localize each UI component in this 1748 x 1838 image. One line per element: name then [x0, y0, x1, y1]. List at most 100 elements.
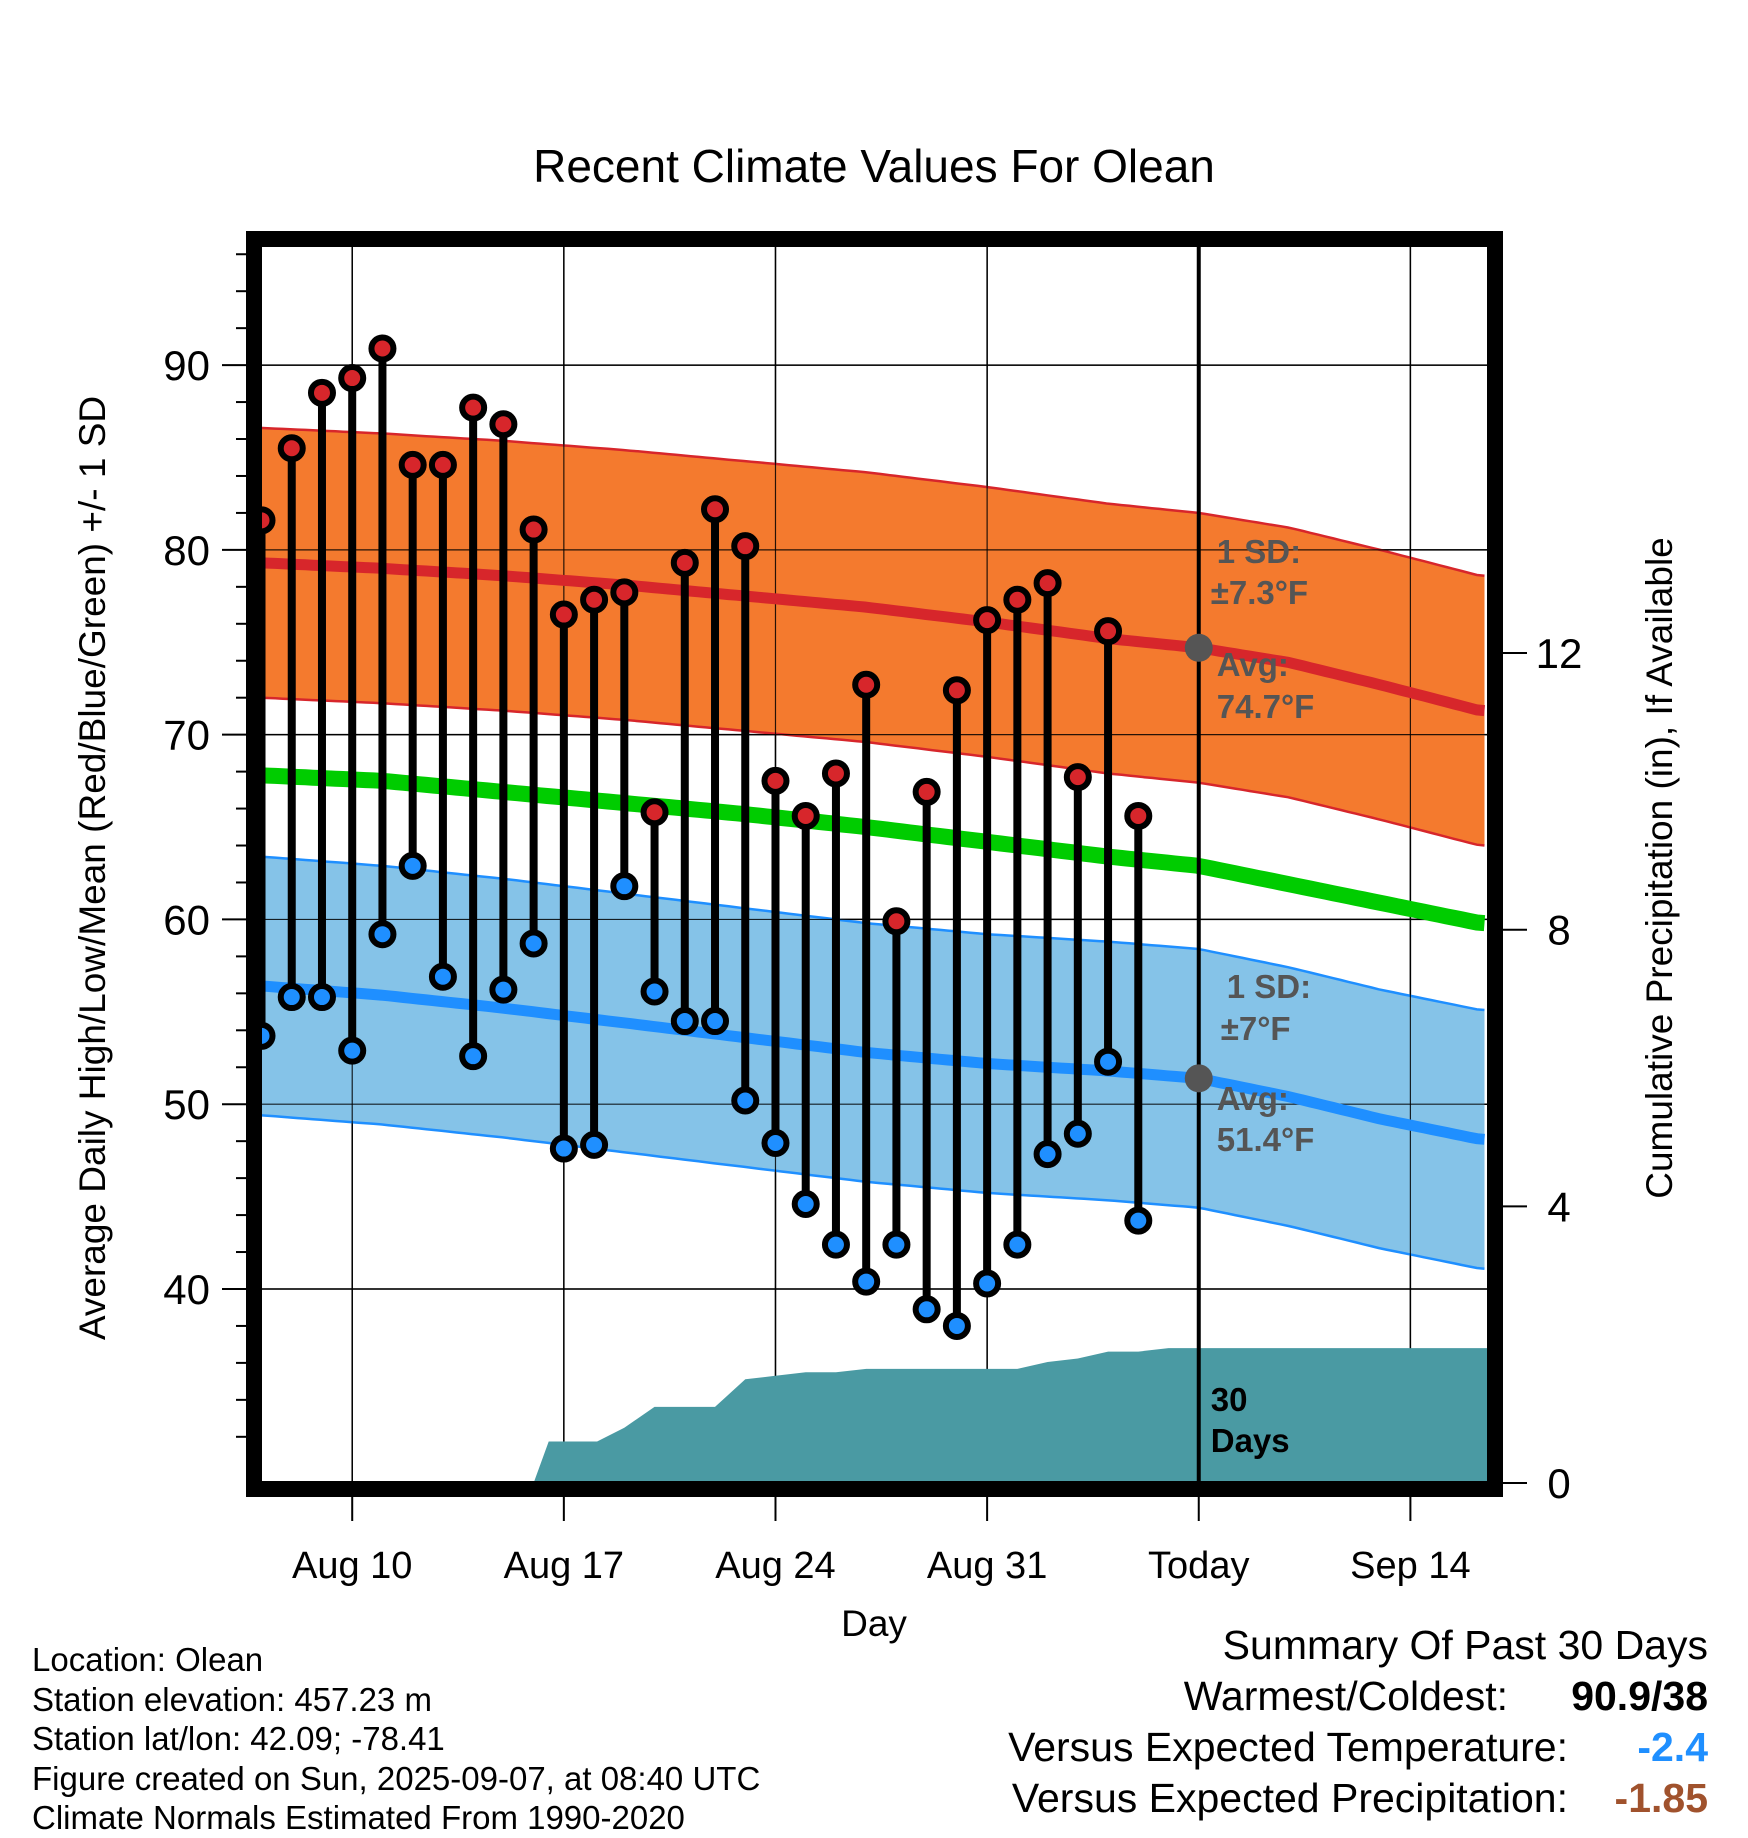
high-temp-point: [670, 548, 699, 577]
high-temp-point: [1094, 617, 1123, 646]
chart-title: Recent Climate Values For Olean: [533, 140, 1215, 192]
y-tick-label-3: 70: [163, 712, 210, 759]
y2-tick-label-0: 0: [1547, 1460, 1570, 1507]
high-avg-label: Avg:: [1217, 646, 1289, 683]
high-temp-point: [973, 606, 1002, 635]
y-tick-label-5: 90: [163, 342, 210, 389]
low-temp-point: [307, 983, 336, 1012]
y2-tick-label-2: 8: [1547, 907, 1570, 954]
created-text: Figure created on Sun, 2025-09-07, at 08…: [32, 1759, 761, 1797]
y-tick-label-4: 80: [163, 527, 210, 574]
low-temp-point: [1124, 1206, 1153, 1235]
low-temp-point: [912, 1295, 941, 1324]
high-temp-point: [580, 585, 609, 614]
y-axis-label: Average Daily High/Low/Mean (Red/Blue/Gr…: [72, 396, 113, 1340]
y2-axis-label: Cumulative Precipitation (in), If Availa…: [1639, 537, 1680, 1199]
low-temp-point: [277, 983, 306, 1012]
x-tick-label-3: Aug 31: [927, 1545, 1047, 1587]
low-temp-point: [1003, 1230, 1032, 1259]
high-temp-point: [1003, 585, 1032, 614]
x-tick-label-2: Aug 24: [715, 1545, 835, 1587]
low-temp-point: [821, 1230, 850, 1259]
low-temp-point: [1094, 1047, 1123, 1076]
high-temp-point: [277, 434, 306, 463]
low-avg-label: Avg:: [1217, 1080, 1289, 1117]
high-temp-point: [398, 450, 427, 479]
low-temp-point: [459, 1042, 488, 1071]
high-temp-point: [882, 907, 911, 936]
high-temp-point: [1124, 801, 1153, 830]
high-temp-point: [519, 515, 548, 544]
low-temp-point: [610, 872, 639, 901]
low-sd-value: ±7°F: [1221, 1010, 1291, 1047]
y2-tick-label-1: 4: [1547, 1183, 1570, 1230]
low-avg-value: 51.4°F: [1217, 1121, 1315, 1158]
high-normal-line: [260, 557, 1486, 717]
x-axis-label: Day: [841, 1603, 907, 1644]
high-temp-point: [791, 801, 820, 830]
high-sd-value: ±7.3°F: [1211, 574, 1308, 611]
cumulative-precip-area: [261, 1348, 1489, 1483]
low-temp-point: [640, 977, 669, 1006]
high-sd-band: [260, 427, 1485, 846]
high-temp-point: [307, 378, 336, 407]
y-tick-label-2: 60: [163, 896, 210, 943]
high-temp-point: [701, 495, 730, 524]
x-tick-label-0: Aug 10: [292, 1545, 412, 1587]
low-temp-point: [942, 1311, 971, 1340]
low-temp-point: [882, 1230, 911, 1259]
low-sd-lower-edge: [260, 1114, 1485, 1270]
low-temp-point: [398, 851, 427, 880]
high-sd-label: 1 SD:: [1217, 533, 1301, 570]
low-temp-point: [852, 1267, 881, 1296]
low-temp-point: [368, 920, 397, 949]
low-sd-upper-edge: [260, 855, 1485, 1012]
high-temp-point: [761, 766, 790, 795]
high-sd-lower-edge: [260, 696, 1485, 847]
today-high-avg-point: [1184, 633, 1213, 662]
summary-panel: Summary Of Past 30 Days Warmest/Coldest:…: [708, 1622, 1708, 1826]
plot-frame: [246, 231, 1503, 1497]
low-temp-point: [580, 1130, 609, 1159]
high-temp-point: [428, 450, 457, 479]
days-word-label: Days: [1211, 1422, 1290, 1459]
low-temp-point: [519, 929, 548, 958]
summary-title: Summary Of Past 30 Days: [1222, 1622, 1708, 1668]
y2-tick-label-3: 12: [1536, 630, 1583, 677]
warmest-value: 90.9/38: [1571, 1673, 1708, 1719]
high-temp-point: [942, 676, 971, 705]
high-temp-point: [821, 759, 850, 788]
high-temp-point: [610, 578, 639, 607]
low-temp-point: [428, 962, 457, 991]
high-temp-point: [549, 600, 578, 629]
high-temp-point: [640, 798, 669, 827]
high-temp-point: [338, 364, 367, 393]
low-sd-label: 1 SD:: [1227, 968, 1311, 1005]
high-sd-upper-edge: [260, 426, 1485, 577]
days-count-label: 30: [1211, 1381, 1248, 1418]
y-tick-label-0: 40: [163, 1266, 210, 1313]
low-temp-point: [791, 1189, 820, 1218]
normals-text: Climate Normals Estimated From 1990-2020: [32, 1799, 685, 1836]
low-temp-point: [973, 1269, 1002, 1298]
y-tick-label-1: 50: [163, 1081, 210, 1128]
temp-departure-value: -2.4: [1637, 1724, 1708, 1770]
low-temp-point: [670, 1007, 699, 1036]
low-temp-point: [549, 1134, 578, 1163]
low-temp-point: [1033, 1140, 1062, 1169]
low-temp-point: [489, 975, 518, 1004]
low-temp-point: [701, 1007, 730, 1036]
elevation-text: Station elevation: 457.23 m: [32, 1680, 432, 1718]
high-temp-point: [1063, 763, 1092, 792]
mean-normal-line: [260, 767, 1486, 932]
x-tick-label-5: Sep 14: [1350, 1545, 1470, 1587]
location-text: Location: Olean: [32, 1641, 264, 1678]
high-temp-point: [852, 670, 881, 699]
warmest-label: Warmest/Coldest:: [1183, 1673, 1508, 1719]
temp-departure-label: Versus Expected Temperature:: [1008, 1724, 1568, 1770]
high-temp-point: [1033, 569, 1062, 598]
today-low-avg-point: [1184, 1064, 1213, 1093]
high-temp-point: [489, 410, 518, 439]
high-temp-point: [912, 777, 941, 806]
